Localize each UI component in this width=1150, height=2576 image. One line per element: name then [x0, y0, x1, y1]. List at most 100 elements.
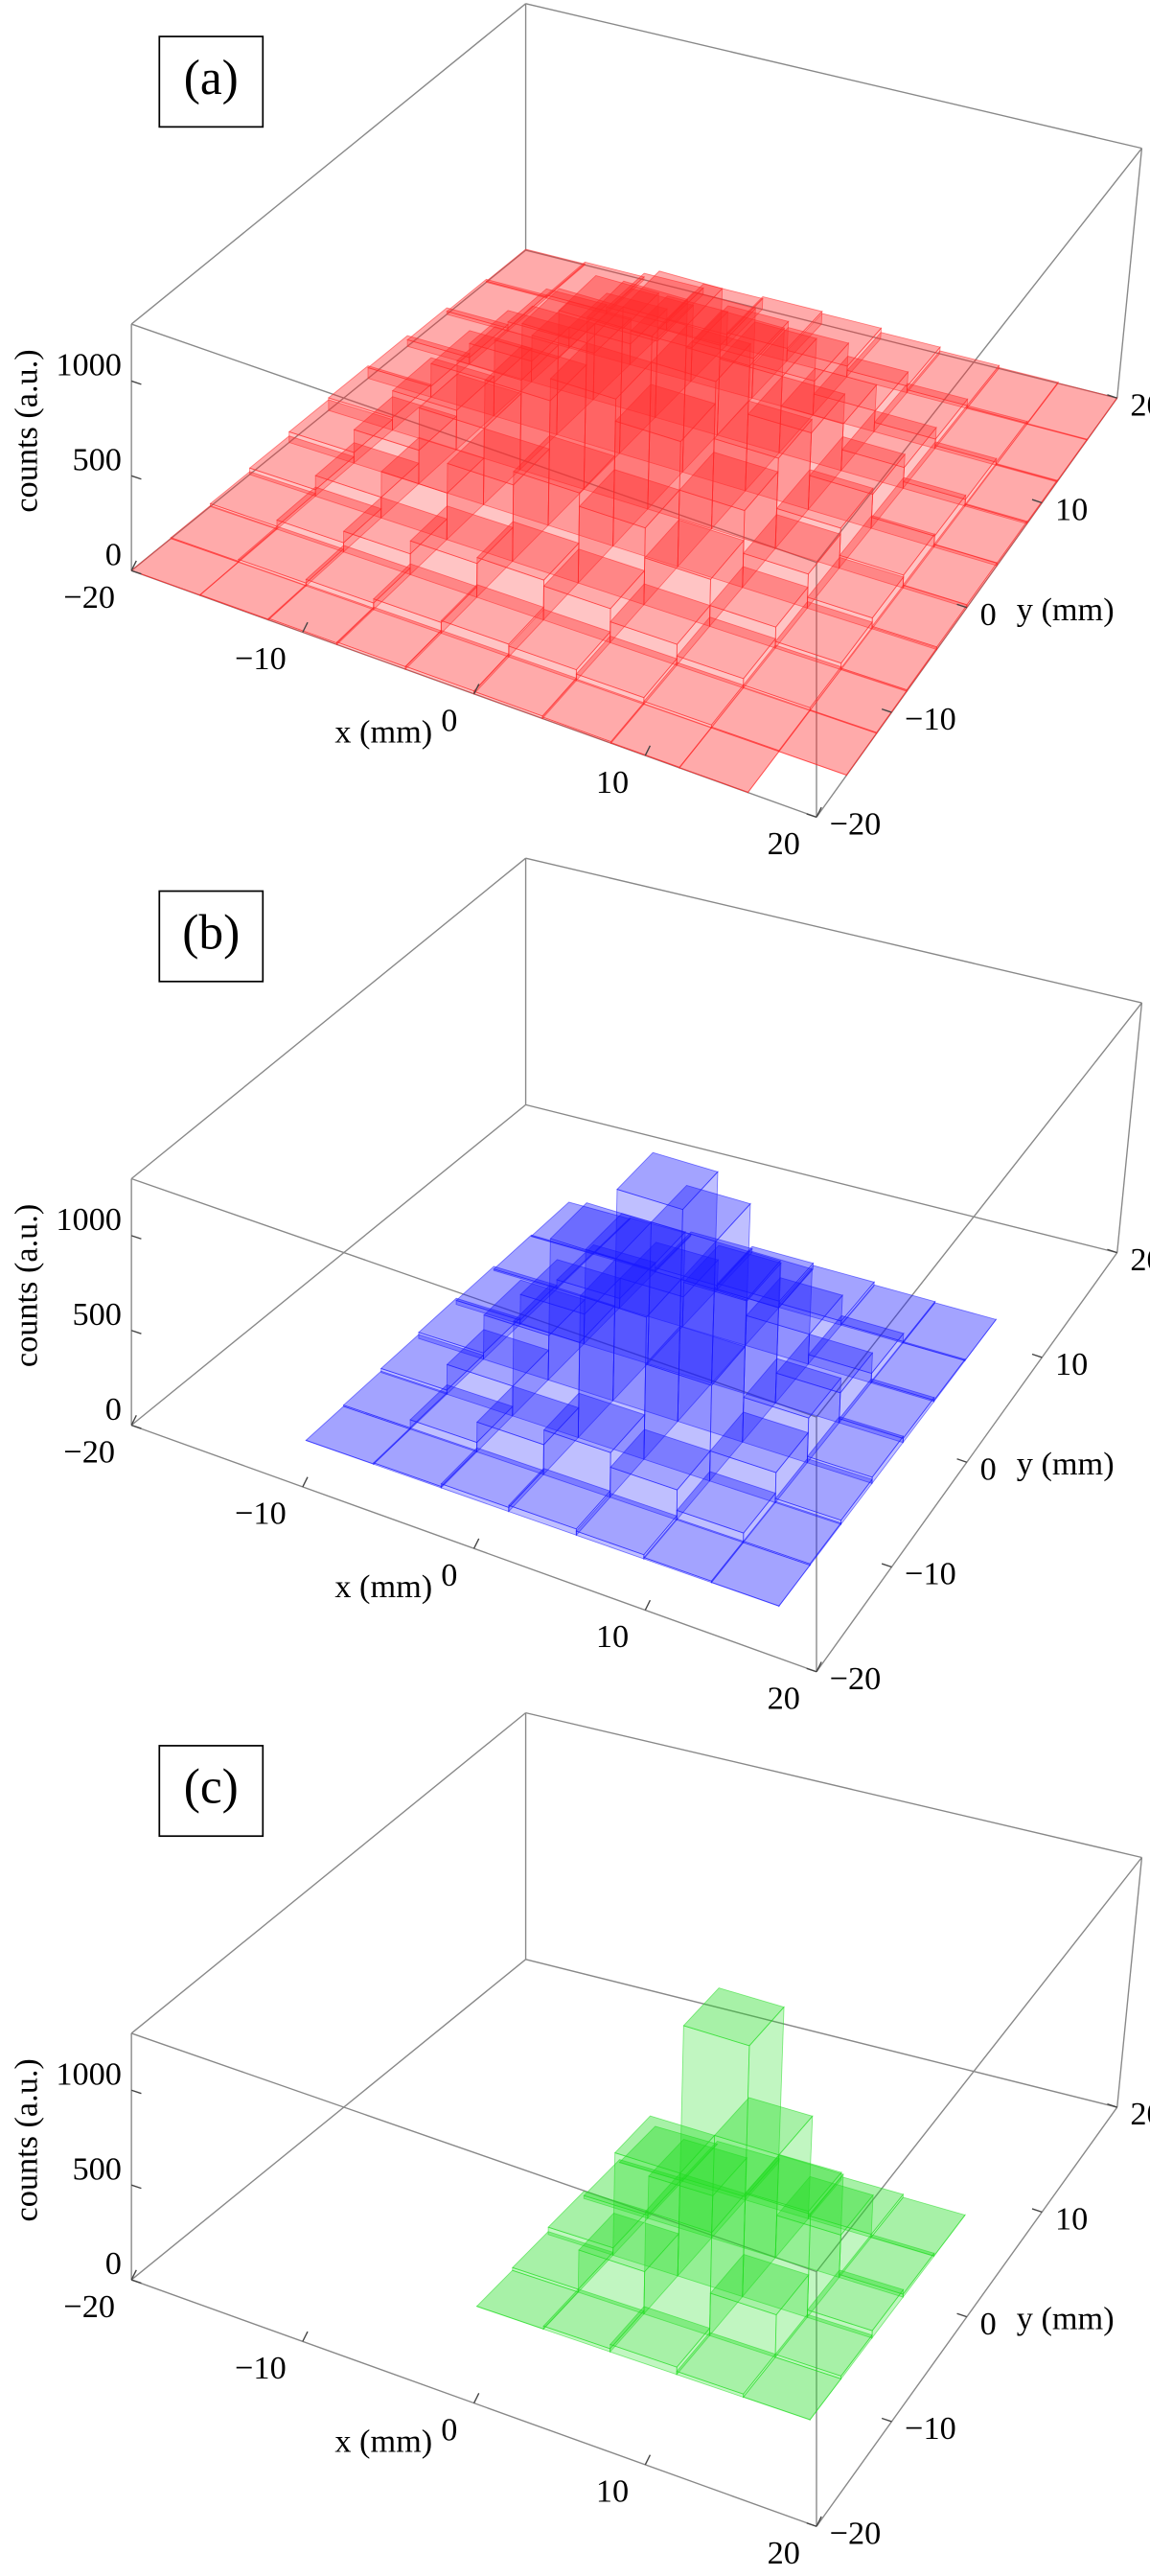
z-tick: [130, 2089, 142, 2095]
bar-top: [678, 452, 779, 512]
bar: [483, 344, 587, 526]
bar: [380, 1334, 485, 1396]
x-tick: [816, 1661, 822, 1673]
bar-top: [743, 1358, 842, 1419]
bar-top: [513, 1285, 616, 1343]
bar-top: [622, 270, 724, 326]
bar-top: [583, 2159, 683, 2216]
bar: [519, 288, 624, 491]
x-tick-label: 20: [768, 825, 800, 862]
z-tick: [130, 1235, 142, 1240]
z-tick: [130, 569, 142, 575]
bar-top: [342, 497, 448, 555]
bar: [681, 1244, 782, 1347]
bar-top: [648, 2138, 748, 2196]
bar-top: [780, 367, 878, 425]
bar: [751, 327, 850, 416]
bar: [556, 1243, 656, 1310]
bar: [677, 1241, 781, 1444]
bar-top: [575, 1492, 678, 1556]
bar: [709, 2253, 810, 2359]
z-tick-label: 500: [72, 2150, 121, 2187]
bar: [547, 2191, 649, 2257]
bar: [276, 486, 382, 553]
panel-label: (a): [184, 51, 239, 105]
bar: [676, 2332, 776, 2399]
bar-top: [440, 584, 544, 645]
bar: [577, 1258, 682, 1461]
bar-top: [774, 600, 873, 664]
bar-top: [418, 1297, 521, 1354]
bar-top: [665, 283, 764, 336]
bar: [710, 1542, 811, 1608]
bar-top: [508, 1468, 611, 1530]
y-tick: [1107, 1248, 1117, 1254]
bar: [742, 514, 841, 610]
bar: [774, 2175, 874, 2279]
box-edge: [130, 1103, 527, 1427]
bar: [547, 342, 653, 547]
x-tick-label: 0: [441, 1557, 457, 1593]
bar: [475, 2269, 580, 2331]
bar-top: [808, 1314, 905, 1375]
bar: [742, 1358, 842, 1465]
bar: [476, 521, 580, 621]
x-tick: [302, 1476, 309, 1488]
x-tick-label: 20: [768, 2535, 800, 2571]
bar-top: [614, 383, 717, 443]
bar: [542, 2288, 645, 2354]
bar-top: [676, 2332, 776, 2395]
bar-top: [774, 2313, 873, 2377]
bar-top: [719, 321, 817, 378]
bar: [575, 1492, 678, 1561]
y-tick: [956, 1458, 968, 1463]
bar-top: [964, 463, 1058, 523]
bar-top: [209, 471, 316, 527]
bar-top: [774, 1457, 873, 1521]
bar-top: [542, 1392, 646, 1453]
bar: [806, 1416, 905, 1485]
bar-top: [643, 519, 745, 580]
bar-top: [676, 1471, 776, 1534]
y-tick-label: 0: [980, 2306, 997, 2342]
box-edge: [1116, 1003, 1143, 1253]
bar-top: [342, 1370, 448, 1428]
bar: [711, 400, 814, 550]
bar-top: [493, 1234, 594, 1288]
y-tick-label: 10: [1055, 1346, 1088, 1382]
bar-top: [409, 1383, 514, 1444]
z-axis-label: counts (a.u.): [9, 1204, 45, 1367]
bar-top: [685, 310, 786, 367]
bar: [778, 709, 878, 777]
bar: [418, 1297, 521, 1360]
bar: [677, 452, 779, 589]
bar: [643, 2172, 747, 2337]
panel-label: (c): [184, 1760, 239, 1815]
y-tick: [1031, 499, 1043, 504]
bar-top: [873, 383, 969, 440]
z-tick: [130, 1424, 142, 1429]
bar-top: [809, 668, 908, 733]
y-tick-label: −20: [830, 2515, 882, 2551]
bar: [542, 1392, 646, 1498]
bar: [745, 1277, 843, 1366]
panel-label-box: [158, 35, 264, 128]
bar-top: [643, 1518, 745, 1582]
bar-top: [752, 327, 850, 383]
x-tick-label: 10: [596, 1618, 629, 1655]
bar-top: [288, 399, 394, 453]
y-tick-label: 20: [1130, 1242, 1150, 1278]
box-edge: [130, 2032, 817, 2273]
bar: [677, 1987, 785, 2298]
y-tick-label: −10: [905, 2410, 956, 2447]
x-tick: [130, 560, 137, 571]
box-edge: [525, 1711, 1142, 1859]
y-tick: [956, 2312, 968, 2318]
x-tick-label: 10: [596, 764, 629, 801]
bar-top: [902, 441, 998, 500]
bar: [902, 1302, 998, 1362]
z-tick-label: 500: [72, 1296, 121, 1333]
y-tick: [806, 813, 817, 819]
x-tick-label: −10: [235, 640, 287, 677]
y-tick: [1107, 2102, 1117, 2108]
